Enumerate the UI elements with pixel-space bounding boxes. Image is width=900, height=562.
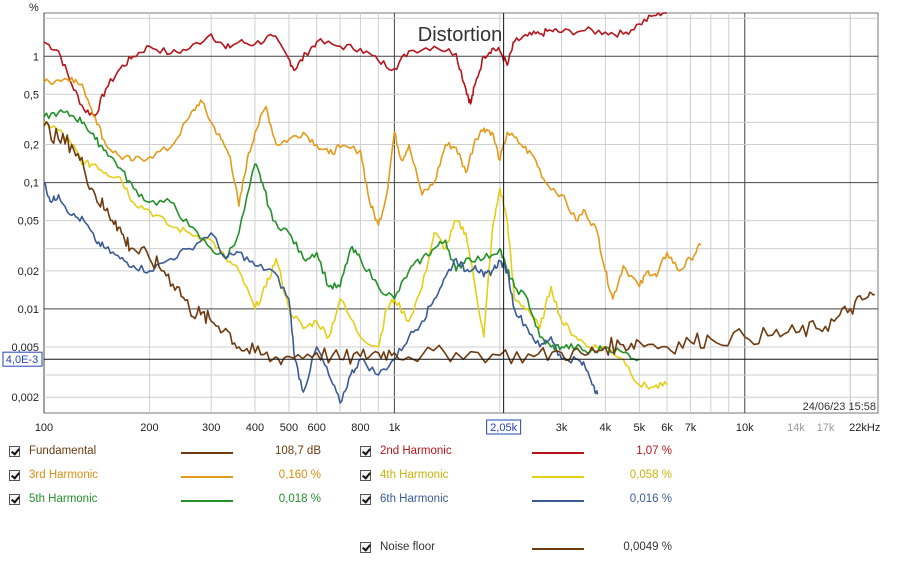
- series-line-5th-harmonic: [43, 109, 640, 362]
- y-tick-label: 0,005: [11, 342, 39, 354]
- legend-item-6th-harmonic[interactable]: 6th Harmonic 0,016 %: [360, 492, 672, 508]
- legend-item-noise-floor[interactable]: Noise floor 0,0049 %: [360, 540, 672, 556]
- legend-label-5th-harmonic: 5th Harmonic: [29, 493, 98, 505]
- legend-value-fundamental: 108,7 dB: [274, 445, 321, 457]
- y-tick-label: 0,05: [18, 216, 39, 228]
- y-tick-label: 1: [33, 51, 39, 63]
- legend-label-3rd-harmonic: 3rd Harmonic: [29, 469, 99, 481]
- legend-swatch-2nd-harmonic: [532, 452, 584, 454]
- legend-swatch-6th-harmonic: [532, 500, 584, 502]
- timestamp: 24/06/23 15:58: [803, 401, 876, 413]
- y-tick-label: 0,2: [24, 140, 39, 152]
- checkbox-6th-harmonic[interactable]: [360, 494, 371, 505]
- y-tick-label: 0,5: [24, 89, 39, 101]
- x-tick-label: 1k: [389, 422, 401, 434]
- legend-swatch-fundamental: [181, 452, 233, 454]
- checkbox-3rd-harmonic[interactable]: [9, 470, 20, 481]
- x-tick-label: 300: [202, 422, 220, 434]
- legend-value-5th-harmonic: 0,018 %: [278, 493, 321, 505]
- series-line-3rd-harmonic: [43, 76, 702, 300]
- legend-value-3rd-harmonic: 0,160 %: [278, 469, 321, 481]
- x-tick-label: 14k: [787, 422, 805, 434]
- y-tick-label: 0,1: [24, 178, 39, 190]
- cursor-x-readout: 2,05k: [490, 422, 517, 434]
- series-line-6th-harmonic: [43, 181, 599, 404]
- x-tick-label: 17k: [817, 422, 835, 434]
- x-tick-label: 3k: [556, 422, 568, 434]
- legend-label-2nd-harmonic: 2nd Harmonic: [380, 445, 452, 457]
- legend-item-5th-harmonic[interactable]: 5th Harmonic 0,018 %: [9, 492, 321, 508]
- x-tick-label: 200: [140, 422, 158, 434]
- checkbox-5th-harmonic[interactable]: [9, 494, 20, 505]
- x-tick-label: 100: [35, 422, 53, 434]
- legend-swatch-4th-harmonic: [532, 476, 584, 478]
- legend-value-6th-harmonic: 0,016 %: [629, 493, 672, 505]
- x-axis-tick-labels: 100 200 300 400 500 600 800 1k 3k 4k 5k 6k 7k 10k 14k 1…: [35, 422, 881, 434]
- series-lines: [43, 12, 875, 404]
- x-tick-label: 600: [307, 422, 325, 434]
- legend-item-3rd-harmonic[interactable]: 3rd Harmonic 0,160 %: [9, 468, 321, 484]
- legend-label-4th-harmonic: 4th Harmonic: [380, 469, 449, 481]
- x-tick-label: 400: [246, 422, 264, 434]
- legend-value-2nd-harmonic: 1,07 %: [636, 445, 672, 457]
- legend-item-4th-harmonic[interactable]: 4th Harmonic 0,058 %: [360, 468, 672, 484]
- series-line-4th-harmonic: [43, 120, 668, 390]
- y-tick-label: 0,02: [18, 266, 39, 278]
- y-tick-label: 0,002: [11, 392, 39, 404]
- checkbox-fundamental[interactable]: [9, 446, 20, 457]
- legend-swatch-3rd-harmonic: [181, 476, 233, 478]
- y-axis-label: %: [29, 2, 39, 14]
- legend-label-noise-floor: Noise floor: [380, 541, 435, 553]
- cursor-y-readout: 4,0E-3: [6, 354, 38, 366]
- x-tick-label: 6k: [661, 422, 673, 434]
- y-axis-tick-labels: 0,002 0,005 0,01 0,02 0,05 0,1 0,2 0,5 1: [11, 51, 39, 404]
- y-tick-label: 0,01: [18, 304, 39, 316]
- x-tick-label: 5k: [633, 422, 645, 434]
- cursor-y-readout-box: [2, 351, 43, 367]
- x-tick-label: 7k: [685, 422, 697, 434]
- checkbox-2nd-harmonic[interactable]: [360, 446, 371, 457]
- x-tick-label: 500: [280, 422, 298, 434]
- legend: Fundamental 108,7 dB 2nd Harmonic 1,07 %…: [0, 440, 900, 562]
- legend-value-4th-harmonic: 0,058 %: [629, 469, 672, 481]
- series-line-2nd-harmonic: [43, 12, 667, 117]
- legend-item-fundamental[interactable]: Fundamental 108,7 dB: [9, 444, 321, 460]
- legend-label-6th-harmonic: 6th Harmonic: [380, 493, 449, 505]
- checkbox-noise-floor[interactable]: [360, 542, 371, 553]
- cursor: 2,05k 4,0E-3: [2, 13, 878, 435]
- plot-area[interactable]: [43, 12, 879, 414]
- x-tick-label: 4k: [600, 422, 612, 434]
- x-tick-label: 22kHz: [849, 422, 880, 434]
- checkbox-4th-harmonic[interactable]: [360, 470, 371, 481]
- legend-swatch-noise-floor: [532, 548, 584, 550]
- distortion-chart[interactable]: 100 200 300 400 500 600 800 1k 3k 4k 5k 6k 7k 10k 14k 1…: [0, 0, 900, 440]
- chart-title: Distortion: [418, 24, 502, 46]
- legend-item-2nd-harmonic[interactable]: 2nd Harmonic 1,07 %: [360, 444, 672, 460]
- x-tick-label: 10k: [736, 422, 754, 434]
- legend-swatch-5th-harmonic: [181, 500, 233, 502]
- series-line-fundamental: [43, 121, 875, 366]
- x-tick-label: 800: [351, 422, 369, 434]
- cursor-x-readout-box: [486, 419, 522, 435]
- legend-label-fundamental: Fundamental: [29, 445, 97, 457]
- legend-value-noise-floor: 0,0049 %: [623, 541, 672, 553]
